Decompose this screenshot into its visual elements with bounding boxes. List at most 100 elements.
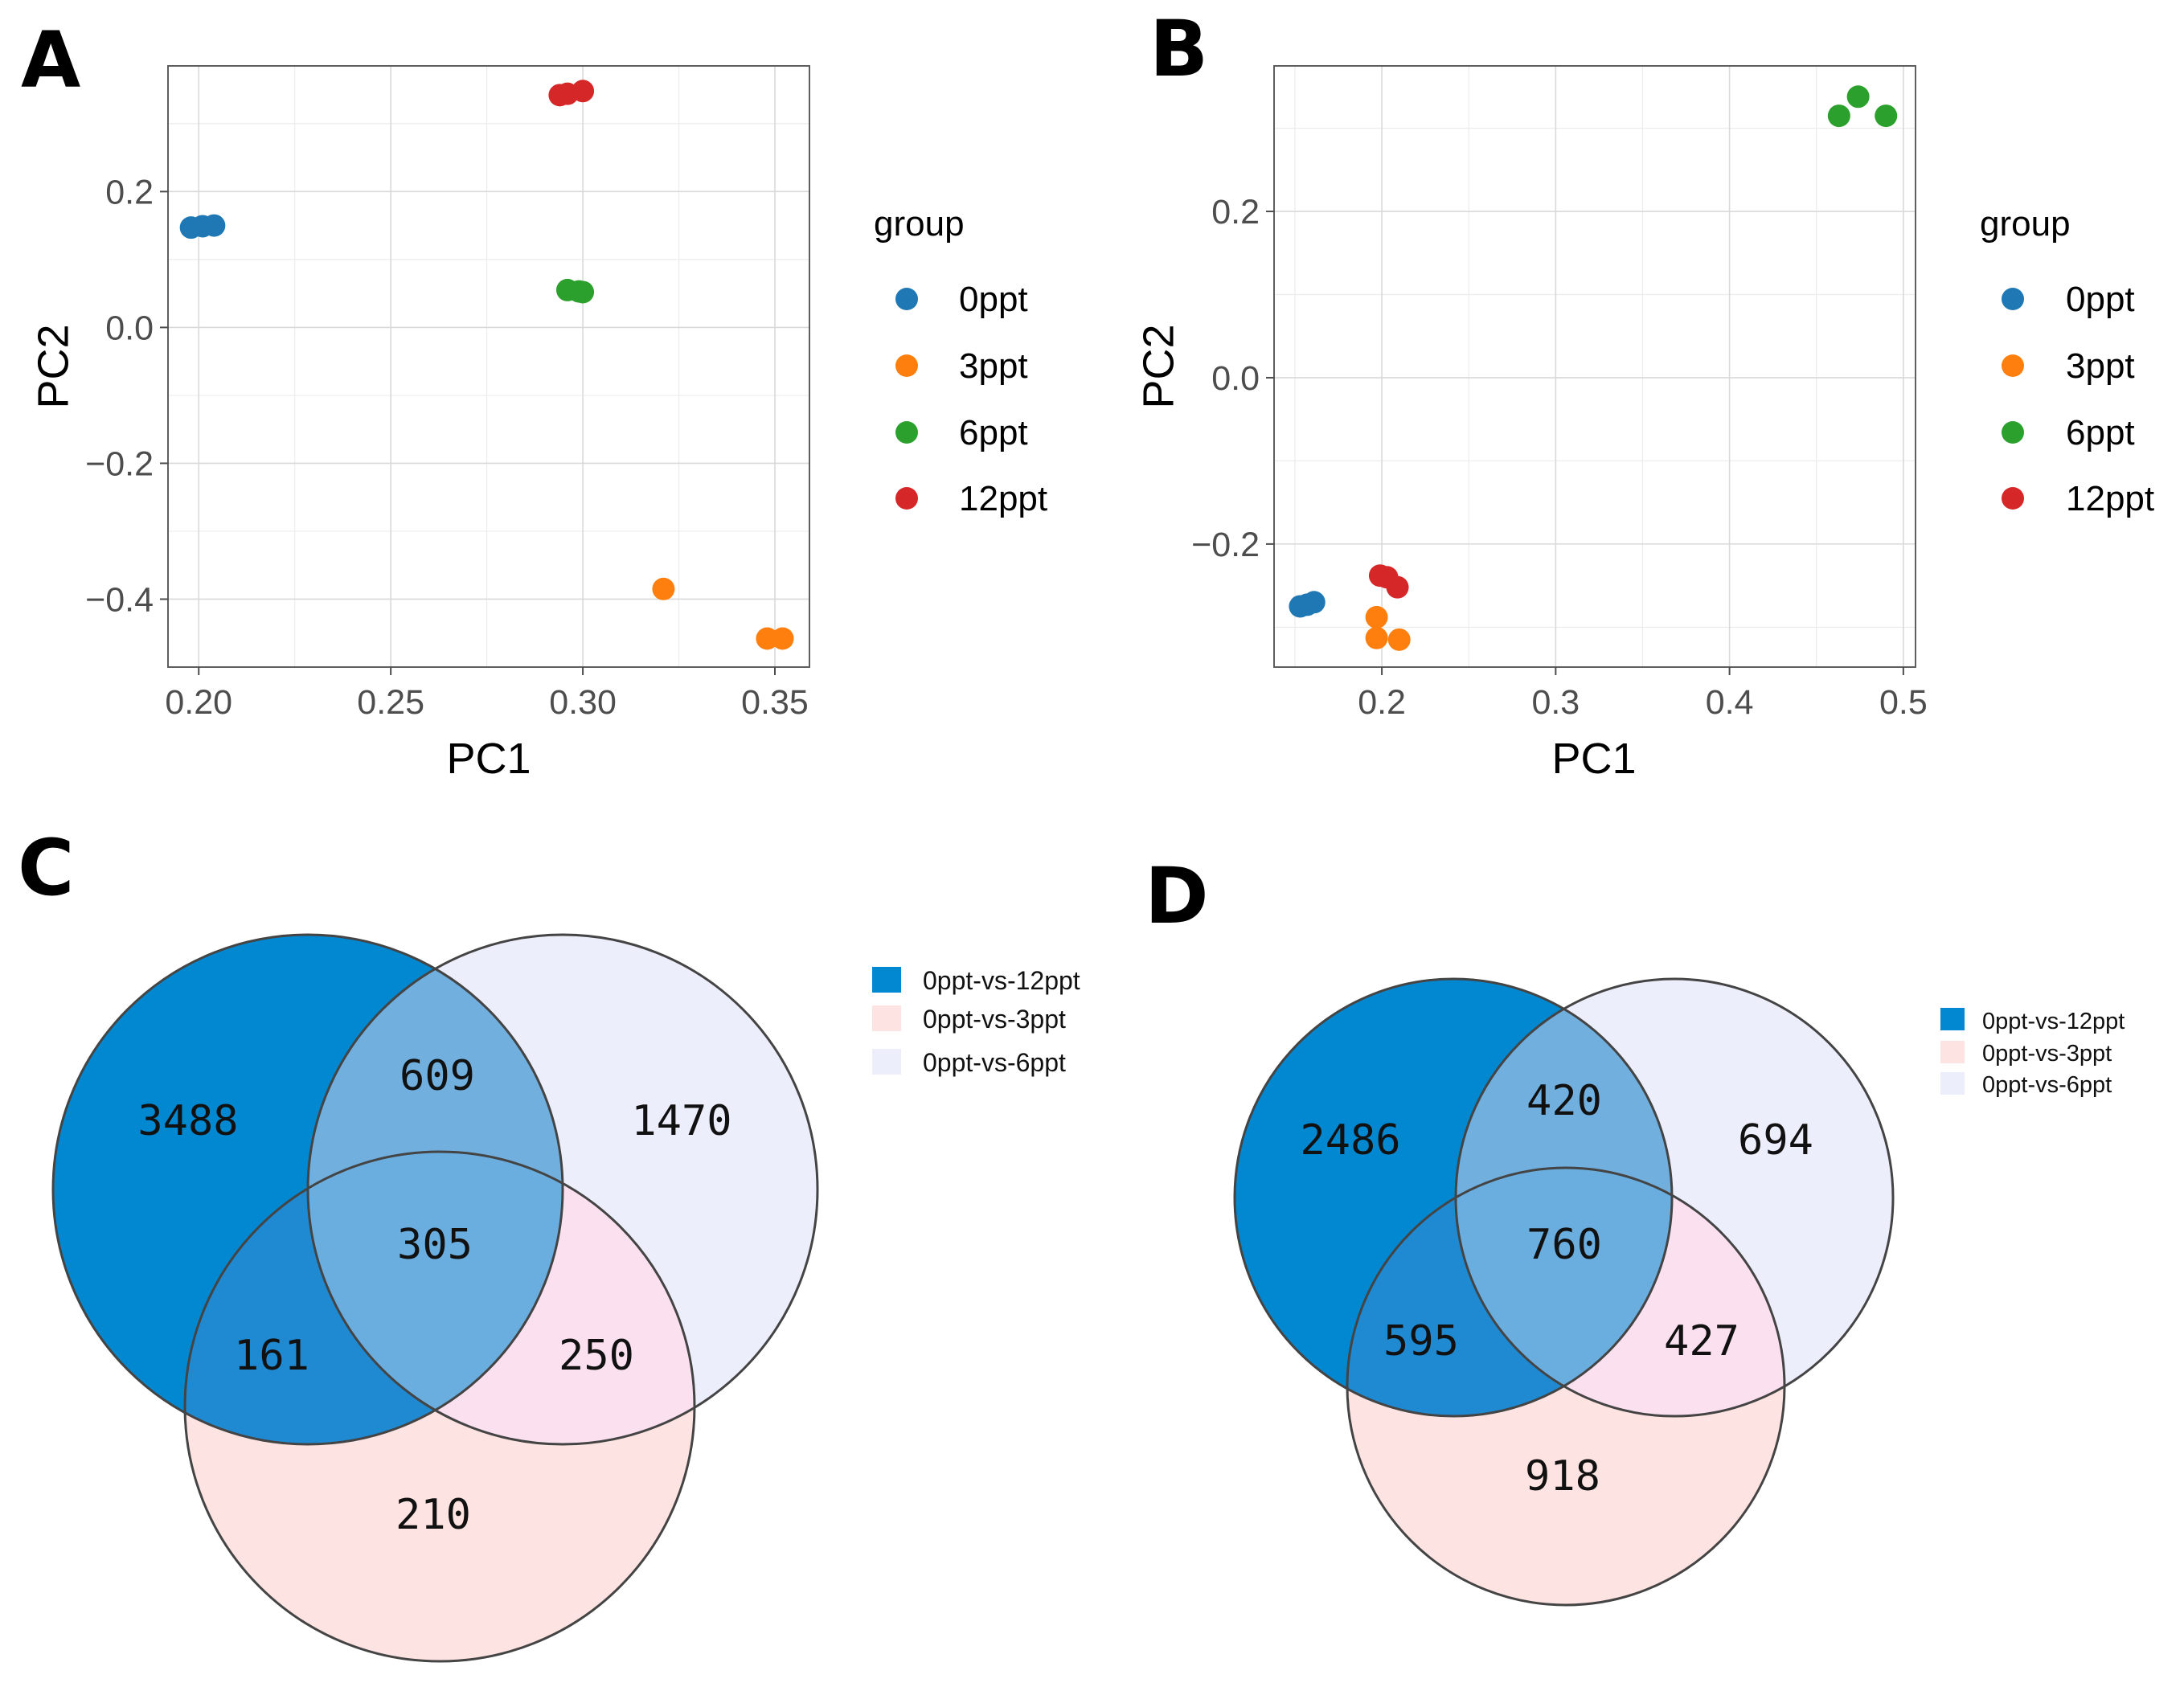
point-b-6ppt-0	[1827, 104, 1850, 128]
x-axis-title-b: PC1	[1551, 735, 1636, 783]
venn-d-outline-3ppt	[1346, 1166, 1786, 1607]
y-tick-label-b-1: 0.0	[1211, 359, 1260, 398]
grid-b	[1274, 66, 1916, 667]
venn-d-label-all: 760	[1526, 1221, 1602, 1269]
venn-legend-c-label-3ppt: 0ppt-vs-3ppt	[923, 1005, 1066, 1034]
venn-legend-c-swatch-12ppt	[872, 967, 901, 993]
venn-legend-d-swatch-6ppt	[1940, 1072, 1965, 1095]
legend-item-b-3ppt: 3ppt	[2002, 346, 2135, 386]
ticks-b: 0.2 0.3 0.4 0.5 −0.2 0.0 0.2	[1191, 193, 1928, 722]
venn-c-label-12-3: 161	[234, 1332, 309, 1380]
legend-label-a-3ppt: 3ppt	[959, 346, 1028, 386]
venn-legend-c: 0ppt-vs-12ppt 0ppt-vs-3ppt 0ppt-vs-6ppt	[872, 966, 1080, 1077]
point-a-3ppt-0	[652, 577, 675, 600]
plot-frame-b	[1273, 65, 1916, 668]
point-b-12ppt-2	[1386, 575, 1409, 599]
venn-legend-d-label-12ppt: 0ppt-vs-12ppt	[1982, 1009, 2125, 1034]
venn-c: 3488 609 1470 305 161 250 210	[51, 933, 819, 1663]
grid-a	[168, 66, 809, 668]
plot-area-b: 0.2 0.3 0.4 0.5 −0.2 0.0 0.2	[1191, 65, 1928, 722]
legend-marker-a-6ppt	[895, 421, 918, 444]
venn-d-label-only-6: 694	[1738, 1116, 1813, 1165]
venn-legend-c-swatch-3ppt	[872, 1005, 901, 1031]
legend-item-a-12ppt: 12ppt	[895, 479, 1047, 518]
plot-frame-a	[167, 65, 810, 668]
legend-marker-a-0ppt	[895, 288, 918, 310]
legend-title-a: group	[874, 204, 965, 244]
legend-item-a-0ppt: 0ppt	[895, 280, 1028, 319]
venn-c-label-only-3: 210	[395, 1491, 471, 1539]
venn-c-outline-12ppt	[51, 933, 564, 1446]
venn-legend-d-label-6ppt: 0ppt-vs-6ppt	[1982, 1072, 2112, 1098]
legend-a: group 0ppt 3ppt 6ppt 12ppt	[874, 204, 1047, 518]
legend-marker-b-0ppt	[2002, 288, 2024, 310]
legend-marker-b-12ppt	[2002, 487, 2024, 510]
legend-label-b-12ppt: 12ppt	[2066, 479, 2154, 518]
legend-label-b-3ppt: 3ppt	[2066, 346, 2135, 386]
point-b-6ppt-1	[1846, 85, 1870, 109]
panel-letter-b: B	[1149, 4, 1208, 94]
venn-c-outline-3ppt	[183, 1150, 696, 1663]
legend-b: group 0ppt 3ppt 6ppt 12ppt	[1980, 204, 2154, 518]
panel-letter-c: C	[18, 823, 74, 913]
legend-item-b-0ppt: 0ppt	[2002, 280, 2135, 319]
x-tick-label-a-0: 0.20	[165, 683, 232, 722]
point-a-12ppt-2	[572, 80, 595, 103]
y-tick-label-a-3: 0.2	[105, 173, 154, 211]
venn-d-label-6-3: 427	[1664, 1317, 1739, 1366]
panel-b: B 0.2 0.3 0.4 0.5 −0.2 0.0 0.2 PC1 PC2 group 0…	[1134, 4, 2154, 783]
point-b-3ppt-2	[1387, 628, 1411, 651]
x-tick-label-b-3: 0.5	[1879, 683, 1928, 722]
venn-c-center-clip	[308, 935, 563, 1444]
legend-label-a-12ppt: 12ppt	[959, 479, 1047, 518]
panel-letter-a: A	[21, 15, 80, 105]
legend-label-b-6ppt: 6ppt	[2066, 413, 2135, 452]
legend-item-b-12ppt: 12ppt	[2002, 479, 2154, 518]
legend-label-a-0ppt: 0ppt	[959, 280, 1028, 319]
x-tick-label-a-2: 0.30	[549, 683, 617, 722]
legend-marker-a-3ppt	[895, 354, 918, 377]
venn-legend-d-swatch-12ppt	[1940, 1008, 1965, 1030]
venn-d: 2486 420 694 760 595 427 918	[1233, 977, 1895, 1607]
point-a-6ppt-2	[572, 280, 595, 304]
x-axis-title-a: PC1	[446, 735, 531, 783]
point-b-6ppt-2	[1875, 104, 1898, 128]
venn-d-label-only-3: 918	[1525, 1452, 1600, 1501]
panel-a: A 0.20 0.25 0.30 0.35 −0.4 −0.2 0.0 0.2 PC1 PC2…	[21, 15, 1047, 783]
point-b-0ppt-2	[1302, 591, 1326, 614]
venn-c-label-all: 305	[397, 1221, 473, 1269]
y-tick-label-a-0: −0.4	[85, 580, 154, 619]
venn-legend-d: 0ppt-vs-12ppt 0ppt-vs-3ppt 0ppt-vs-6ppt	[1940, 1008, 2125, 1098]
points-b	[1289, 85, 1898, 651]
point-b-3ppt-0	[1365, 605, 1388, 629]
y-tick-label-b-2: 0.2	[1211, 193, 1260, 231]
y-tick-label-b-0: −0.2	[1191, 526, 1260, 564]
venn-c-label-12-6: 609	[400, 1052, 475, 1100]
legend-marker-a-12ppt	[895, 487, 918, 510]
legend-item-a-3ppt: 3ppt	[895, 346, 1028, 386]
x-tick-label-a-1: 0.25	[357, 683, 424, 722]
ticks-a: 0.20 0.25 0.30 0.35 −0.4 −0.2 0.0 0.2	[85, 173, 809, 722]
panel-letter-d: D	[1145, 851, 1209, 941]
venn-legend-c-swatch-6ppt	[872, 1049, 901, 1075]
venn-legend-d-swatch-3ppt	[1940, 1041, 1965, 1063]
plot-area-a: 0.20 0.25 0.30 0.35 −0.4 −0.2 0.0 0.2	[85, 65, 810, 722]
y-tick-label-a-2: 0.0	[105, 309, 154, 347]
venn-d-center-clip	[1456, 979, 1672, 1416]
venn-d-outline-12ppt	[1233, 977, 1674, 1418]
venn-legend-d-label-3ppt: 0ppt-vs-3ppt	[1982, 1041, 2112, 1067]
x-tick-label-a-3: 0.35	[741, 683, 809, 722]
venn-legend-c-label-12ppt: 0ppt-vs-12ppt	[923, 966, 1080, 995]
point-a-3ppt-2	[771, 627, 794, 650]
legend-title-b: group	[1980, 204, 2071, 244]
venn-d-label-12-3: 595	[1383, 1317, 1459, 1366]
point-b-3ppt-1	[1365, 626, 1388, 649]
venn-legend-c-label-6ppt: 0ppt-vs-6ppt	[923, 1048, 1066, 1077]
venn-c-label-only-12: 3488	[137, 1097, 238, 1145]
y-axis-title-b: PC2	[1134, 324, 1182, 408]
venn-d-label-12-6: 420	[1526, 1077, 1602, 1125]
legend-item-a-6ppt: 6ppt	[895, 413, 1028, 452]
panel-d: D 2486 420 694 760 595 427 918 0ppt-vs-1…	[1145, 851, 2125, 1607]
legend-marker-b-6ppt	[2002, 421, 2024, 444]
